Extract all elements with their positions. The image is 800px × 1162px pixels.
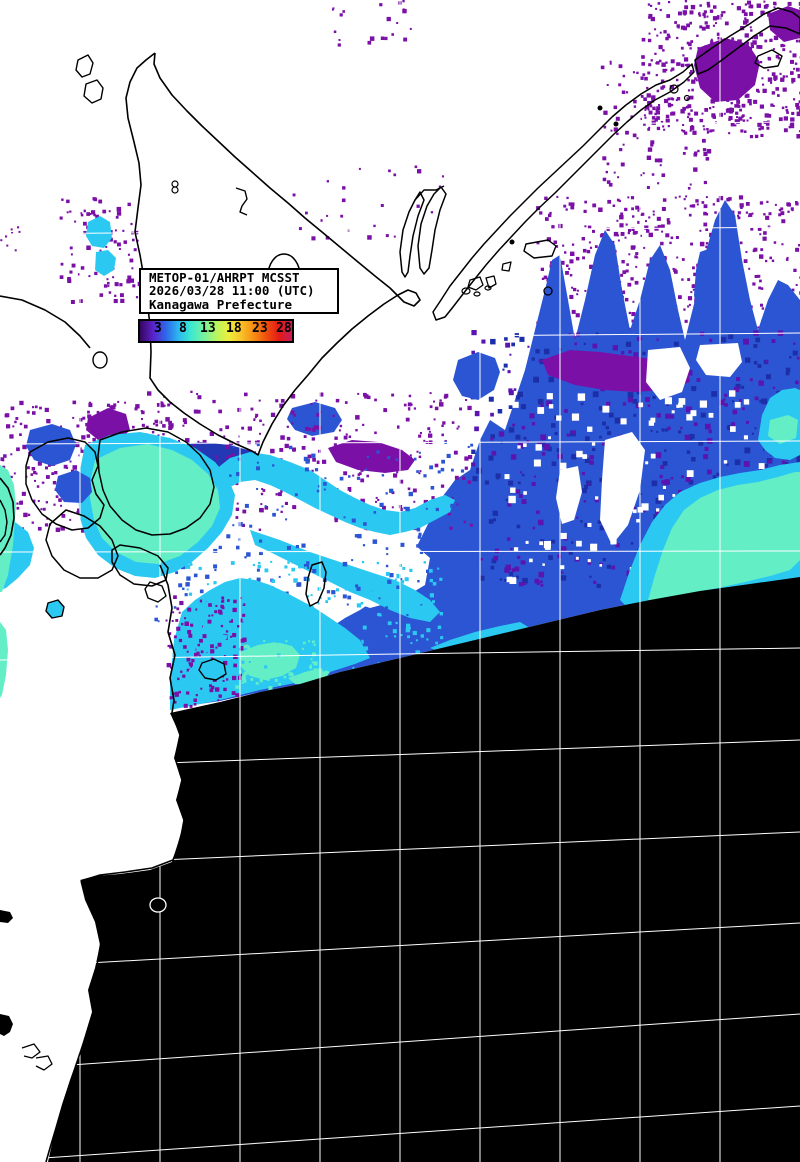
blob-cyan-spot-b — [95, 250, 116, 276]
gridline-h6 — [0, 647, 800, 661]
coast-left-curve-a — [0, 477, 15, 556]
product-title: METOP-01/AHRPT MCSST — [149, 270, 300, 285]
colorbar-label: 13 — [200, 321, 216, 336]
islet-black-b — [0, 1014, 13, 1036]
speckles-top-edge — [331, 0, 412, 47]
blob-blue-archi-a — [26, 424, 76, 466]
blob-cyan-ribbon2 — [250, 530, 440, 622]
speckles-cyanspot-fringe — [80, 206, 136, 288]
blob-blue-archi-b — [55, 470, 92, 503]
hole-white-4 — [646, 347, 690, 400]
colorbar-label: 23 — [252, 321, 268, 336]
islet-nw-b — [83, 79, 104, 104]
speckles-north — [292, 165, 444, 241]
speckles-purple-sw — [165, 595, 248, 708]
blob-aqua-left-edge — [0, 465, 16, 592]
blob-cyan-spot-a — [86, 216, 112, 248]
chain-lake-c — [509, 239, 515, 245]
islet-dot-a — [171, 180, 179, 188]
gridline-h2 — [0, 226, 800, 235]
gridline-h7 — [0, 739, 800, 770]
gridline-h1 — [0, 121, 800, 129]
islet-bl-hook-b — [35, 1055, 53, 1071]
coast-mainland — [125, 52, 421, 456]
colorbar-label: 3 — [154, 321, 162, 336]
coast-hook-strip-b — [417, 186, 447, 275]
blob-aqua-archi — [90, 444, 220, 564]
islet-cape-a — [461, 287, 471, 295]
gridline-h5 — [0, 550, 800, 553]
blob-purple-core — [694, 38, 760, 102]
blob-aqua-right-edge — [768, 415, 798, 444]
hole-white-1 — [600, 432, 645, 545]
islet-blue-dot-b — [198, 658, 227, 681]
coast-archi-c — [45, 509, 119, 579]
coast-left-curve-b — [0, 499, 8, 543]
islet-snake — [235, 187, 248, 216]
coast-hook-arc — [414, 185, 445, 201]
coast-topright-strip — [694, 7, 800, 75]
islet-nw-a — [75, 54, 94, 78]
blob-blue-ne — [694, 244, 742, 330]
coast-archi-d — [111, 544, 169, 587]
coast-archi-e — [144, 581, 167, 603]
speckles-left-upper — [59, 197, 143, 304]
islet-topright — [754, 49, 783, 69]
legend-box: METOP-01/AHRPT MCSST 2026/03/28 11:00 (U… — [139, 268, 339, 314]
islet-dot-b — [171, 186, 179, 194]
hole-white-5 — [696, 343, 742, 377]
coast-archi-b — [97, 427, 215, 536]
islet-ring-left — [92, 351, 108, 369]
gridline-h11 — [0, 1105, 800, 1162]
colorbar-labels: 3 8 13 18 23 28 — [138, 321, 292, 339]
product-region: Kanagawa Prefecture — [149, 296, 292, 312]
blob-cyan-ribbon — [215, 452, 455, 535]
islet-chain-pair-b — [485, 275, 497, 289]
product-datetime: 2026/03/28 11:00 (UTC) — [149, 283, 315, 299]
speckles-left-edge — [0, 226, 21, 252]
speckles-top-right-sparse — [600, 60, 712, 190]
islet-in-swath — [149, 897, 167, 913]
islet-bl-hook-a — [21, 1043, 41, 1059]
coast-hook-strip-a — [399, 191, 425, 278]
islet-chain-pair-a — [467, 276, 484, 291]
islet-dot-c — [543, 286, 553, 296]
gridline-h3 — [0, 332, 800, 341]
temperature-colorbar — [138, 319, 294, 343]
gridline-h9 — [0, 922, 800, 969]
gridline-h4 — [0, 440, 800, 445]
coast-west-long — [45, 564, 185, 1162]
islet-blue-dot-a — [45, 599, 65, 619]
speckles-aqua-sw — [235, 640, 318, 697]
islet-cape-b — [473, 291, 481, 297]
islet-chain-rect — [523, 239, 557, 259]
chain-lake-b — [613, 121, 619, 127]
blob-blue-mid-b — [287, 402, 342, 436]
islet-black-a — [0, 910, 13, 923]
blob-aqua-core — [648, 472, 800, 602]
blob-blue-capeE — [453, 352, 500, 400]
islet-topright-c — [683, 94, 691, 102]
islet-topright-b — [669, 84, 679, 94]
coast-left-shore — [0, 295, 91, 349]
islet-mid-peninsula — [305, 561, 327, 607]
swath-no-data — [48, 577, 800, 1162]
gridline-h8 — [0, 831, 800, 868]
colorbar-label: 8 — [179, 321, 187, 336]
coast-archi-a — [25, 437, 105, 531]
islet-chain-tri — [501, 261, 512, 272]
gridline-h10 — [0, 1013, 800, 1071]
blob-purple-mid — [328, 440, 415, 473]
coast-chain-long — [432, 63, 695, 321]
chain-lake-a — [597, 105, 603, 111]
blob-purple-corner — [768, 6, 800, 42]
colorbar-label: 18 — [226, 321, 242, 336]
colorbar-label: 28 — [276, 321, 292, 336]
